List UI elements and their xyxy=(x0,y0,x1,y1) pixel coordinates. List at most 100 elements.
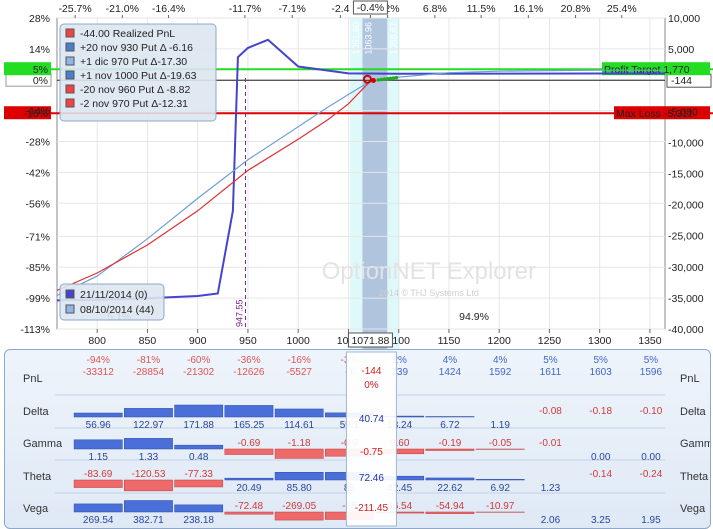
top-tick-label: 20.8% xyxy=(561,3,591,15)
delta-bar xyxy=(124,408,173,418)
vega-bar xyxy=(73,503,123,513)
vega-bar xyxy=(274,511,324,521)
right-tick-label: -10,000 xyxy=(668,137,704,149)
pnl-value: -33312 xyxy=(83,367,115,378)
adjustment-dot xyxy=(394,75,399,80)
gamma-bar xyxy=(124,438,173,450)
pnl-pct: -60% xyxy=(187,355,210,366)
gamma-value: -0.01 xyxy=(539,438,562,449)
delta-value: 13.24 xyxy=(387,420,412,431)
vega-bar xyxy=(124,500,173,513)
right-tick-label: -40,000 xyxy=(668,324,704,336)
current-pnl: -144 xyxy=(361,366,381,377)
theta-bar xyxy=(425,477,475,481)
series-line-1 xyxy=(56,69,665,296)
current-pnl-label: -144 xyxy=(671,75,692,87)
vega-value: -72.48 xyxy=(235,501,264,512)
pnl-value: -21302 xyxy=(183,367,215,378)
gamma-value: -0.69 xyxy=(238,438,261,449)
profit-target-pct: 5% xyxy=(33,64,48,76)
spot-top-label: -0.4% xyxy=(357,2,384,14)
delta-value: 56.96 xyxy=(86,420,111,431)
max-loss-pct: -15% xyxy=(23,108,48,120)
delta-value: 114.61 xyxy=(284,420,314,431)
x-tick-label: 1150 xyxy=(438,335,461,347)
top-tick-label: 11.5% xyxy=(467,3,496,15)
position-label: +20 nov 930 Put Δ -6.16 xyxy=(80,42,193,54)
row-label-left: Theta xyxy=(23,471,52,483)
delta-value: 122.97 xyxy=(133,420,164,431)
top-tick-label: 16.1% xyxy=(513,3,543,15)
theta-bar xyxy=(274,472,324,481)
x-tick-label: 850 xyxy=(139,335,157,347)
spot-marker-dot xyxy=(370,78,376,84)
pnl-pct: 5% xyxy=(543,355,558,366)
date-label: 21/11/2014 (0) xyxy=(80,289,148,301)
date-swatch xyxy=(65,304,75,314)
legend-swatch xyxy=(65,28,75,38)
left-tick-label: -42% xyxy=(25,167,50,179)
x-tick-label: 1250 xyxy=(538,335,562,347)
delta-value: 165.25 xyxy=(234,420,265,431)
legend-swatch xyxy=(65,42,75,52)
theta-value: -0.24 xyxy=(640,469,663,480)
x-tick-label: 1200 xyxy=(488,335,512,347)
row-label-left: PnL xyxy=(23,373,43,385)
x-tick-label: 1300 xyxy=(588,335,612,347)
row-label-right: Gamma xyxy=(680,438,710,450)
position-label: +1 nov 1000 Put Δ-19.63 xyxy=(80,70,197,82)
vega-bar xyxy=(174,504,224,513)
range-label: 1051.60 xyxy=(351,22,361,55)
right-tick-label: -35,000 xyxy=(668,293,704,305)
date-legend: 21/11/2014 (0) 08/10/2014 (44) xyxy=(59,283,165,321)
adjustment-dot xyxy=(382,77,387,81)
left-tick-label: -28% xyxy=(25,137,50,149)
pnl-value: 739 xyxy=(391,367,408,378)
theta-bar xyxy=(73,479,123,488)
row-label-right: Vega xyxy=(680,503,706,515)
x-tick-label: 900 xyxy=(189,335,207,347)
right-tick-label: -20,000 xyxy=(668,200,704,212)
row-label-right: Delta xyxy=(680,406,707,418)
left-tick-label: -113% xyxy=(20,324,50,336)
vega-value: -10.97 xyxy=(486,501,515,512)
legend-swatch xyxy=(65,70,75,80)
row-label-left: Vega xyxy=(23,503,49,515)
gamma-value: 0.00 xyxy=(641,452,661,463)
series-line-2 xyxy=(56,80,371,291)
delta-value: 171.88 xyxy=(183,420,214,431)
vega-value: -269.05 xyxy=(282,501,316,512)
date-label: 08/10/2014 (44) xyxy=(80,304,154,316)
pnl-pct: 5% xyxy=(644,355,659,366)
gamma-value: -0.05 xyxy=(489,438,512,449)
greeks-panel: PnL PnL Delta Delta Gamma Gamma Theta Theta Vega… xyxy=(4,349,711,529)
position-legend-box xyxy=(59,23,217,122)
left-tick-label: -71% xyxy=(25,231,50,243)
delta-value: 1.19 xyxy=(490,420,510,431)
position-label: -44.00 Realized PnL xyxy=(80,28,175,40)
zero-label: 0% xyxy=(33,75,48,87)
top-tick-label: -21.0% xyxy=(106,3,139,15)
top-tick-label: -16.4% xyxy=(152,3,185,15)
x-tick-label: 1350 xyxy=(638,335,662,347)
vega-bar xyxy=(224,511,274,515)
left-tick-label: -14% xyxy=(25,106,50,118)
top-tick-label: -2.4 xyxy=(331,3,349,15)
risk-graph[interactable]: 1051.60 1063.96 1088.67 1101.02 OptionNET Ex… xyxy=(0,0,713,352)
theta-value: -77.33 xyxy=(185,469,214,480)
left-tick-label: 14% xyxy=(29,44,50,56)
pnl-value: -12626 xyxy=(233,367,265,378)
gamma-value: -1.18 xyxy=(288,438,311,449)
theta-value: 20.49 xyxy=(236,483,261,494)
spot-marker xyxy=(362,74,372,84)
current-delta: 40.74 xyxy=(359,414,384,425)
gamma-value: -0.19 xyxy=(439,438,462,449)
theta-bar xyxy=(124,479,173,492)
theta-bar xyxy=(224,477,274,481)
delta-value: -0.10 xyxy=(640,406,663,417)
pnl-pct: -94% xyxy=(87,355,110,366)
theta-value: -0.14 xyxy=(589,469,612,480)
breakeven-label: 947.55 xyxy=(234,299,244,327)
left-tick-label: -85% xyxy=(25,262,50,274)
theta-bar xyxy=(174,479,224,488)
